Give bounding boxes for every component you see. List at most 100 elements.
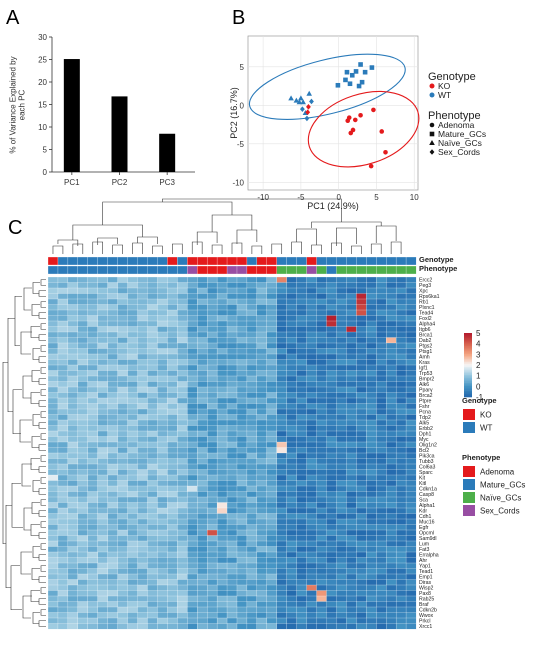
heatmap-cell [147, 447, 158, 454]
heatmap-cell [395, 518, 407, 525]
heatmap-row-dendrogram-branch [40, 323, 46, 330]
heatmap-cell [107, 562, 118, 569]
heatmap-cell [376, 535, 387, 542]
heatmap-color-scale-segment [464, 334, 472, 337]
heatmap-cell [67, 282, 79, 289]
heatmap-cell [286, 326, 297, 333]
heatmap-cell [216, 287, 228, 294]
heatmap-cell [266, 518, 278, 525]
heatmap-cell [256, 601, 268, 608]
heatmap-column-dendrogram-branch [211, 214, 253, 232]
heatmap-cell [147, 518, 158, 525]
heatmap-cell [336, 304, 347, 311]
heatmap-cell [127, 562, 138, 569]
heatmap-cell [67, 562, 79, 569]
heatmap-cell [246, 579, 258, 586]
heatmap-cell [137, 524, 148, 531]
heatmap-gene-label: Muc16 [419, 519, 435, 525]
panel-b-legend-phenotype-label: Adenoma [438, 120, 475, 130]
heatmap-cell [157, 485, 168, 492]
heatmap-cell [47, 320, 59, 327]
heatmap-cell [376, 496, 387, 503]
heatmap-cell [157, 469, 168, 476]
heatmap-phenotype-annotation-cell [266, 265, 278, 275]
heatmap-row-dendrogram-branch [7, 317, 15, 413]
heatmap-cell [286, 359, 297, 366]
heatmap-cell [187, 309, 198, 316]
heatmap-cell [216, 601, 228, 608]
heatmap-cell [246, 447, 258, 454]
heatmap-cell [207, 359, 218, 366]
heatmap-cell [67, 386, 79, 393]
heatmap-row-dendrogram-branch [23, 507, 32, 531]
heatmap-cell [127, 535, 138, 542]
heatmap-cell [236, 392, 248, 399]
heatmap-cell [207, 403, 218, 410]
panel-b-y-tick-label: 0 [240, 101, 245, 110]
heatmap-cell [326, 513, 337, 520]
heatmap-cell [47, 579, 59, 586]
heatmap-cell [67, 606, 79, 613]
heatmap-cell [157, 568, 168, 575]
heatmap-cell [386, 491, 397, 498]
heatmap-cell [216, 430, 228, 437]
ko-confidence-ellipse [307, 90, 420, 168]
heatmap-cell [326, 381, 337, 388]
heatmap-cell [67, 447, 79, 454]
heatmap-cell [97, 364, 108, 371]
heatmap-cell [366, 419, 377, 426]
heatmap-cell [197, 491, 208, 498]
heatmap-cell [47, 386, 59, 393]
heatmap-cell [207, 502, 218, 509]
heatmap-cell [137, 612, 148, 619]
heatmap-cell [356, 331, 367, 338]
heatmap-cell [157, 331, 168, 338]
heatmap-cell [127, 408, 138, 415]
heatmap-cell [336, 331, 347, 338]
heatmap-cell [405, 557, 417, 564]
heatmap-cell [405, 375, 417, 382]
heatmap-cell [57, 397, 69, 404]
heatmap-cell [276, 342, 287, 349]
heatmap-cell [87, 469, 99, 476]
panel-a-bar [111, 96, 128, 172]
heatmap-cell [276, 524, 287, 531]
heatmap-gene-label: Brca1 [419, 332, 433, 338]
heatmap-cell [286, 370, 297, 377]
heatmap-cell [77, 287, 89, 294]
heatmap-cell [137, 595, 148, 602]
heatmap-cell [346, 595, 357, 602]
heatmap-cell [47, 469, 59, 476]
heatmap-cell [286, 518, 297, 525]
heatmap-cell [246, 617, 258, 624]
heatmap-cell [87, 546, 99, 553]
heatmap-cell [366, 287, 377, 294]
heatmap-cell [316, 425, 327, 432]
heatmap-cell [207, 551, 218, 558]
panel-a-bar-chart: % of Variance Explained byeach PC 051015… [9, 33, 195, 187]
heatmap-cell [167, 496, 178, 503]
heatmap-cell [376, 375, 387, 382]
heatmap-cell [147, 304, 158, 311]
heatmap-cell [107, 568, 118, 575]
heatmap-cell [216, 518, 228, 525]
heatmap-cell [246, 546, 258, 553]
heatmap-cell [326, 469, 337, 476]
heatmap-cell [326, 353, 337, 360]
heatmap-cell [127, 540, 138, 547]
heatmap-color-scale-segment [464, 387, 472, 390]
heatmap-phenotype-annotation-cell [395, 265, 407, 275]
heatmap-cell [306, 348, 317, 355]
heatmap-cell [366, 408, 377, 415]
heatmap-cell [395, 441, 407, 448]
heatmap-cell [226, 502, 238, 509]
heatmap-cell [386, 392, 397, 399]
heatmap-cell [296, 359, 307, 366]
heatmap-cell [197, 441, 208, 448]
heatmap-cell [127, 568, 138, 575]
heatmap-cell [137, 623, 148, 630]
heatmap-cell [97, 474, 108, 481]
heatmap-cell [376, 606, 387, 613]
heatmap-cell [167, 320, 178, 327]
heatmap-cell [87, 331, 99, 338]
